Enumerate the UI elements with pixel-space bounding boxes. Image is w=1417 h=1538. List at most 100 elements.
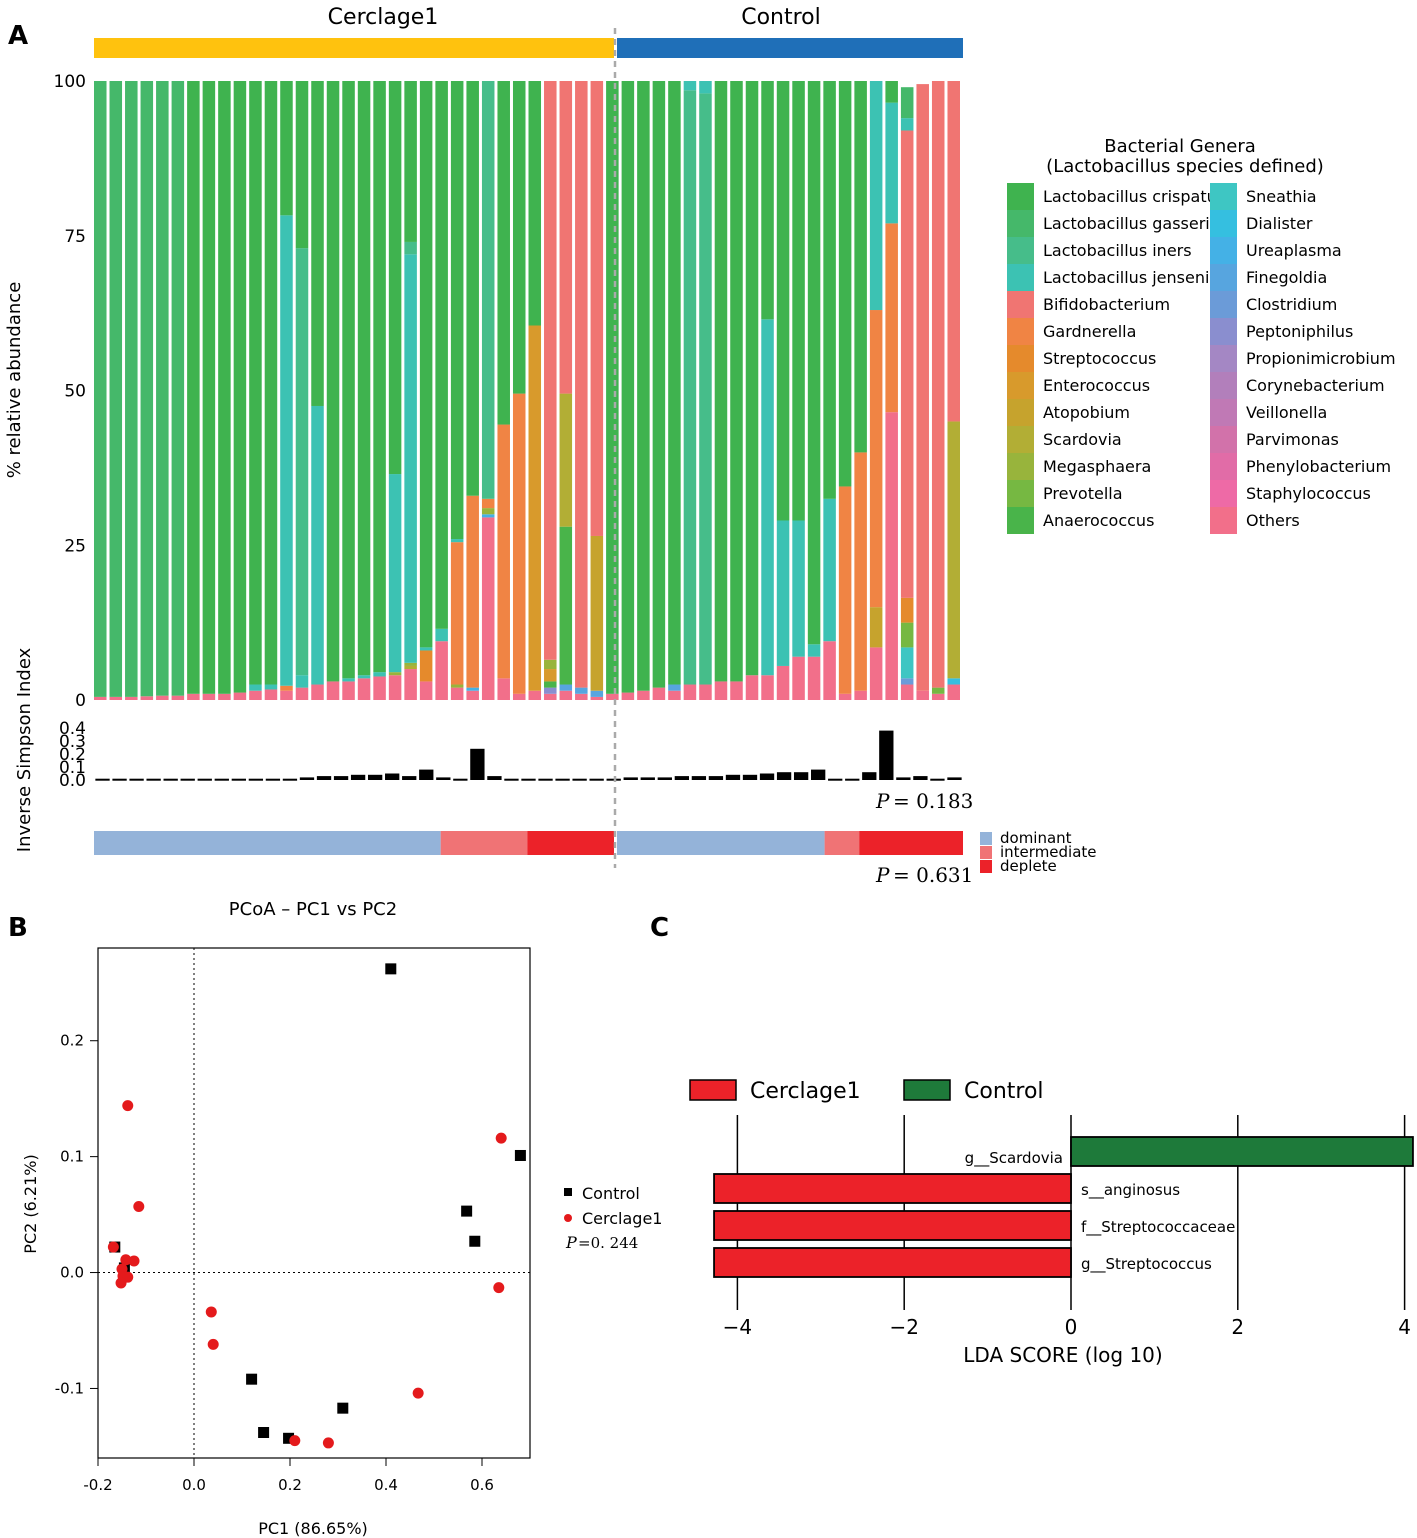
legend-label: Staphylococcus bbox=[1246, 484, 1371, 503]
simpson-bar bbox=[793, 772, 809, 780]
bar-segment bbox=[373, 672, 386, 677]
legend-swatch bbox=[1007, 237, 1034, 264]
group-label-cerclage: Cerclаge1 bbox=[328, 5, 439, 30]
lda-x-tick-label: 4 bbox=[1398, 1315, 1411, 1339]
bar-segment bbox=[264, 689, 278, 700]
legend-label: Lactobacillus jensenii bbox=[1043, 268, 1214, 287]
bar-segment bbox=[373, 676, 386, 700]
bar-segment bbox=[94, 81, 107, 697]
y-tick-label: 50 bbox=[64, 382, 86, 402]
bar-segment bbox=[652, 687, 666, 700]
legend-label-cerclage: Cerclаge1 bbox=[582, 1209, 662, 1228]
legend-label: Clostridium bbox=[1246, 295, 1337, 314]
legend-label: Corynebacterium bbox=[1246, 376, 1385, 395]
point-control bbox=[337, 1402, 349, 1414]
bar-segment bbox=[544, 687, 557, 694]
panel-label-c: C bbox=[650, 913, 669, 943]
pcoa-y-tick-label: 0.1 bbox=[60, 1148, 84, 1166]
bar-segment bbox=[885, 412, 898, 700]
bar-segment bbox=[885, 223, 898, 413]
bar-segment bbox=[171, 695, 185, 700]
bar-segment bbox=[466, 495, 479, 688]
legend-label: Ureaplasma bbox=[1246, 241, 1342, 260]
bar-segment bbox=[419, 681, 433, 700]
bar-segment bbox=[109, 696, 123, 700]
p-label-category: P bbox=[875, 863, 890, 887]
bar-segment bbox=[683, 90, 697, 685]
lda-legend-control: Control bbox=[964, 1079, 1044, 1104]
category-segment bbox=[859, 831, 963, 855]
simpson-bar bbox=[453, 778, 468, 781]
bar-segment bbox=[668, 684, 681, 691]
bar-segment bbox=[249, 690, 262, 700]
lda-bar bbox=[713, 1210, 1072, 1241]
legend-label: Propionimicrobium bbox=[1246, 349, 1396, 368]
lda-bar bbox=[1070, 1136, 1414, 1167]
legend-swatch bbox=[1007, 453, 1034, 480]
bar-segment bbox=[280, 81, 293, 216]
bar-segment bbox=[357, 678, 371, 700]
bar-segment bbox=[295, 687, 309, 700]
bar-segment bbox=[264, 81, 278, 685]
bar-segment bbox=[109, 81, 123, 697]
bar-segment bbox=[652, 81, 666, 688]
bar-segment bbox=[125, 696, 138, 700]
category-segment bbox=[824, 831, 860, 855]
bar-segment bbox=[187, 81, 200, 694]
legend-label: Gardnerella bbox=[1043, 322, 1136, 341]
bar-segment bbox=[807, 656, 821, 700]
bar-segment bbox=[481, 498, 495, 509]
bar-segment bbox=[264, 684, 278, 690]
legend-swatch bbox=[1210, 237, 1237, 264]
bar-segment bbox=[730, 681, 743, 700]
bar-segment bbox=[280, 690, 293, 700]
bar-segment bbox=[466, 81, 479, 496]
bar-segment bbox=[575, 81, 588, 688]
bar-segment bbox=[528, 690, 542, 700]
bar-segment bbox=[311, 405, 324, 685]
y-tick-label: 100 bbox=[54, 72, 86, 92]
bar-segment bbox=[435, 628, 448, 642]
simpson-bar bbox=[640, 777, 655, 780]
bar-segment bbox=[404, 665, 417, 670]
bar-segment bbox=[94, 696, 107, 700]
simpson-bar bbox=[385, 773, 400, 780]
legend-swatch bbox=[1210, 291, 1237, 318]
bar-segment bbox=[528, 325, 542, 691]
bar-segment bbox=[606, 693, 619, 700]
panel-c-lda: Cerclаge1 Control g__Scardovia s__anginos… bbox=[689, 1079, 1414, 1367]
pcoa-p-value: =0. 244 bbox=[578, 1234, 638, 1252]
bar-segment bbox=[869, 310, 883, 608]
bar-segment bbox=[621, 81, 635, 693]
legend-label: Finegoldia bbox=[1246, 268, 1327, 287]
simpson-bar bbox=[299, 777, 315, 780]
simpson-bar bbox=[555, 778, 570, 781]
simpson-bar bbox=[248, 778, 264, 781]
lda-bar-label: f__Streptococcaceae bbox=[1081, 1218, 1235, 1237]
simpson-bar bbox=[436, 777, 451, 780]
lda-legend-cerclage: Cerclаge1 bbox=[750, 1079, 861, 1104]
y-tick-label: 25 bbox=[64, 536, 86, 556]
bar-segment bbox=[590, 81, 604, 536]
legend-label: Megasphaera bbox=[1043, 457, 1151, 476]
inverse-simpson-label: Inverse Simpson Index bbox=[14, 647, 35, 852]
y-tick-label: 0 bbox=[75, 691, 86, 711]
pcoa-y-label: PC2 (6.21%) bbox=[21, 1154, 40, 1253]
simpson-tick-label: 0.0 bbox=[59, 771, 86, 791]
legend-title: Bacterial Genera bbox=[1104, 136, 1256, 157]
bar-segment bbox=[900, 684, 914, 700]
bar-segment bbox=[590, 696, 604, 700]
pcoa-title: PCoA – PC1 vs PC2 bbox=[229, 899, 397, 920]
point-cerclage bbox=[122, 1100, 134, 1112]
point-control bbox=[469, 1235, 481, 1247]
simpson-bar bbox=[214, 778, 229, 781]
bar-segment bbox=[559, 81, 573, 394]
category-legend-label: dominant bbox=[1000, 829, 1072, 847]
bar-segment bbox=[512, 393, 526, 694]
bar-segment bbox=[342, 681, 355, 700]
bar-segment bbox=[745, 675, 759, 700]
bar-segment bbox=[435, 641, 448, 700]
bar-segment bbox=[202, 693, 216, 700]
category-legend-swatch bbox=[980, 846, 992, 859]
legend-label: Lactobacillus gasseri bbox=[1043, 214, 1210, 233]
